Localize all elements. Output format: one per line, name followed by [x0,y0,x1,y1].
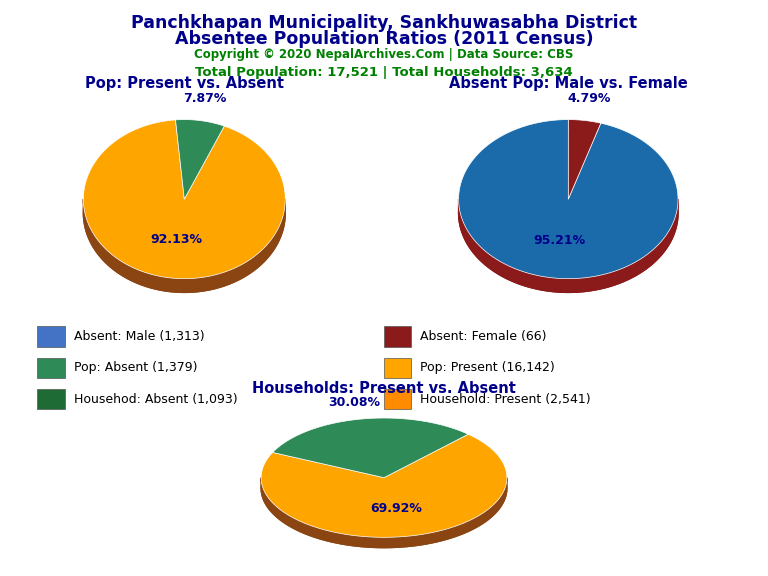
Bar [38,327,65,347]
Text: Pop: Present (16,142): Pop: Present (16,142) [420,362,554,374]
Bar [384,327,412,347]
Polygon shape [84,120,285,279]
Text: 95.21%: 95.21% [534,233,586,247]
Polygon shape [261,434,507,537]
Title: Pop: Present vs. Absent: Pop: Present vs. Absent [84,76,284,91]
Polygon shape [568,120,601,199]
Bar [384,389,412,410]
Title: Households: Present vs. Absent: Households: Present vs. Absent [252,381,516,396]
Text: Panchkhapan Municipality, Sankhuwasabha District: Panchkhapan Municipality, Sankhuwasabha … [131,14,637,32]
Polygon shape [176,120,224,199]
Text: Absent: Female (66): Absent: Female (66) [420,330,547,343]
Polygon shape [261,478,507,548]
Text: 69.92%: 69.92% [370,502,422,514]
Polygon shape [458,199,678,293]
Text: Pop: Absent (1,379): Pop: Absent (1,379) [74,362,197,374]
Bar [384,358,412,378]
Text: 92.13%: 92.13% [150,233,202,247]
Text: 30.08%: 30.08% [329,396,380,409]
Title: Absent Pop: Male vs. Female: Absent Pop: Male vs. Female [449,76,687,91]
Text: 4.79%: 4.79% [568,92,611,105]
Polygon shape [458,120,678,279]
Polygon shape [84,199,285,293]
Polygon shape [84,133,285,293]
Polygon shape [458,133,678,293]
Bar [38,389,65,410]
Text: Absent: Male (1,313): Absent: Male (1,313) [74,330,204,343]
Text: Househod: Absent (1,093): Househod: Absent (1,093) [74,393,237,406]
Text: Household: Present (2,541): Household: Present (2,541) [420,393,591,406]
Polygon shape [261,429,507,548]
Text: Absentee Population Ratios (2011 Census): Absentee Population Ratios (2011 Census) [174,30,594,48]
Bar [38,358,65,378]
Text: 7.87%: 7.87% [184,92,227,105]
Text: Copyright © 2020 NepalArchives.Com | Data Source: CBS: Copyright © 2020 NepalArchives.Com | Dat… [194,48,574,62]
Polygon shape [273,418,468,478]
Text: Total Population: 17,521 | Total Households: 3,634: Total Population: 17,521 | Total Househo… [195,66,573,79]
